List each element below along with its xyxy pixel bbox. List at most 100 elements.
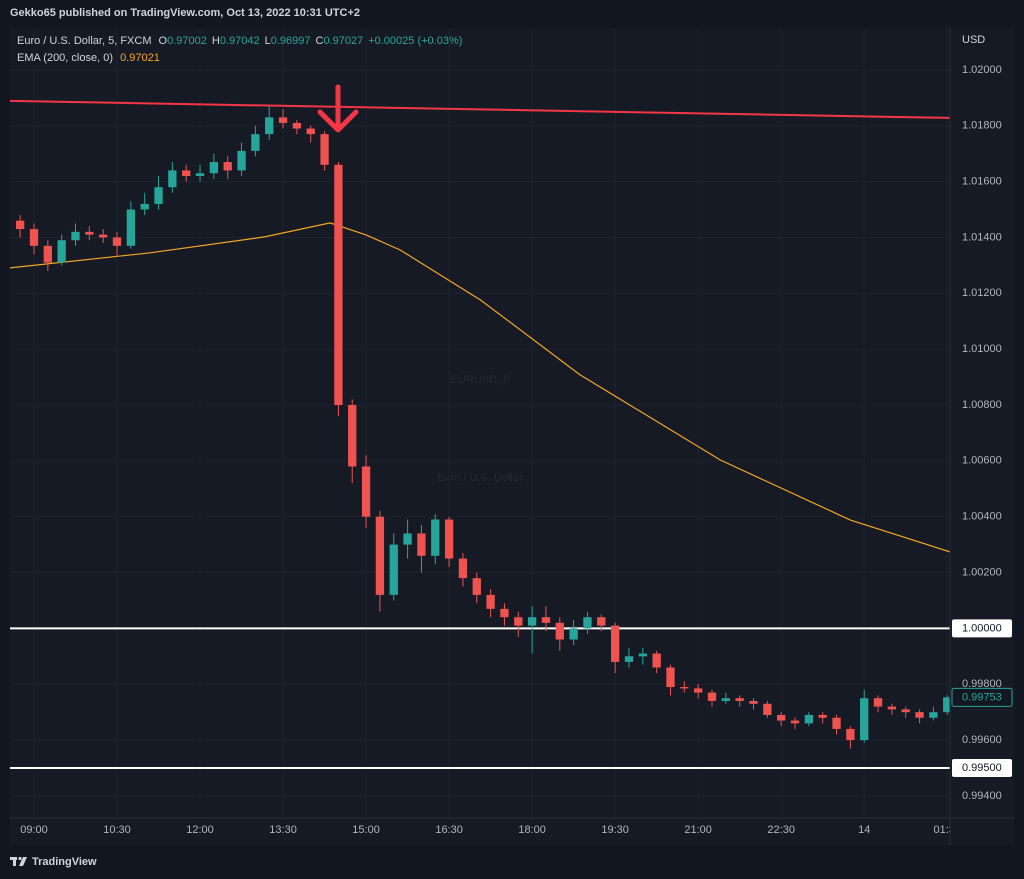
y-tick-label: 1.01400	[962, 231, 1002, 243]
candle-body	[57, 240, 66, 263]
ohlc-value: 0.97027	[323, 35, 363, 47]
candle-body	[514, 617, 523, 626]
candle-body	[943, 697, 950, 713]
candle-body	[472, 578, 481, 595]
candle-body	[527, 617, 537, 626]
legend: Euro / U.S. Dollar, 5, FXCM O0.97002 H0.9…	[17, 35, 462, 64]
candle-body	[638, 653, 647, 657]
candle-body	[348, 404, 357, 467]
ohlc-label: O	[159, 35, 168, 47]
time-axis: 09:00 10:30 12:00 13:30 15:00 16:30 18:00 19:30…	[20, 824, 961, 836]
level-label: 1.00000	[962, 622, 1002, 634]
ohlc-label: L	[265, 35, 271, 47]
candle-body	[666, 667, 675, 688]
logo-slash	[19, 857, 27, 866]
y-tick-label: 1.00400	[962, 511, 1002, 523]
candle-body	[85, 231, 94, 235]
candle-body	[29, 229, 39, 246]
candle-body	[43, 245, 52, 263]
ema-line	[10, 222, 950, 553]
candle-body	[707, 692, 717, 701]
candle-body	[306, 128, 315, 135]
last-price-box	[951, 687, 1013, 707]
last-price-label: 0.99753	[962, 691, 1002, 703]
x-tick-label: 21:00	[684, 824, 712, 836]
candle-body	[209, 162, 219, 174]
candle-body	[444, 519, 454, 559]
logo-stem	[13, 857, 16, 866]
candle-body	[555, 622, 564, 640]
candle-body	[458, 558, 468, 579]
x-tick-label: 09:00	[20, 824, 48, 836]
candle-body	[237, 150, 246, 171]
candle-body	[292, 122, 302, 129]
candle-body	[168, 170, 177, 188]
candle-body	[735, 698, 744, 701]
watermark-subtitle: Euro / U.S. Dollar	[437, 472, 523, 484]
level-label-box	[952, 619, 1012, 638]
published-line: Gekko65 published on TradingView.com, Oc…	[10, 7, 360, 19]
footer-logo: TradingView	[10, 856, 97, 868]
y-tick-label: 1.02000	[962, 64, 1002, 76]
ohlc-label: C	[315, 35, 323, 47]
ohlc-label: H	[212, 35, 220, 47]
candle-body	[334, 164, 343, 405]
symbol-name: Euro / U.S. Dollar, 5, FXCM	[17, 35, 151, 47]
candle-body	[182, 170, 191, 177]
candle-body	[112, 237, 122, 246]
candle-body	[846, 728, 855, 741]
candle-body	[99, 234, 108, 238]
candle-body	[749, 700, 758, 704]
candle-body	[721, 698, 730, 701]
candle-body	[71, 231, 80, 241]
level-label: 0.99500	[962, 762, 1002, 774]
candle-body	[541, 617, 551, 623]
candle-body	[140, 203, 149, 210]
candle-body	[901, 709, 910, 713]
watermark: EURUSD, 5	[451, 374, 510, 386]
level-label-box	[952, 759, 1012, 778]
ohlc-value: 0.97002	[167, 35, 207, 47]
x-tick-label: 16:30	[435, 824, 463, 836]
plot-area	[10, 99, 950, 770]
x-tick-label: 01:30	[933, 824, 961, 836]
candle-body	[569, 628, 578, 640]
y-tick-label: 1.01600	[962, 175, 1002, 187]
candle-body	[763, 703, 772, 715]
axes: 09:00 10:30 12:00 13:30 15:00 16:30 18:00 19:30…	[20, 64, 1013, 836]
candle-body	[832, 717, 841, 729]
logo-dot	[18, 856, 22, 861]
y-tick-label: 0.99800	[962, 678, 1002, 690]
x-tick-label: 15:00	[352, 824, 380, 836]
candle-body	[265, 117, 274, 135]
candle-body	[860, 698, 869, 741]
candle-body	[500, 608, 509, 618]
y-tick-label: 1.00600	[962, 455, 1002, 467]
candle-body	[223, 162, 232, 171]
candle-body	[195, 173, 205, 177]
candle-body	[680, 687, 689, 689]
change-value: +0.00025 (+0.03%)	[368, 35, 462, 47]
candle-body	[624, 656, 634, 662]
candle-body	[486, 594, 495, 609]
y-tick-label: 1.00200	[962, 566, 1002, 578]
ohlc-value: 0.97042	[220, 35, 260, 47]
ohlc-value: 0.96997	[271, 35, 311, 47]
chart-background	[10, 28, 1014, 845]
candle-body	[790, 720, 800, 724]
candle-body	[375, 516, 385, 595]
candle-body	[694, 688, 703, 693]
candle-body	[652, 653, 661, 668]
indicator-value: 0.97021	[120, 52, 160, 64]
indicator-legend: EMA (200, close, 0) 0.97021	[17, 52, 160, 64]
candle-body	[610, 625, 620, 662]
candle-body	[887, 706, 897, 710]
grid	[10, 28, 950, 818]
candle-body	[818, 714, 827, 718]
y-tick-label: 1.01200	[962, 287, 1002, 299]
candle-body	[403, 533, 412, 545]
arrow-head	[317, 109, 359, 133]
indicator-name: EMA (200, close, 0)	[17, 52, 113, 64]
